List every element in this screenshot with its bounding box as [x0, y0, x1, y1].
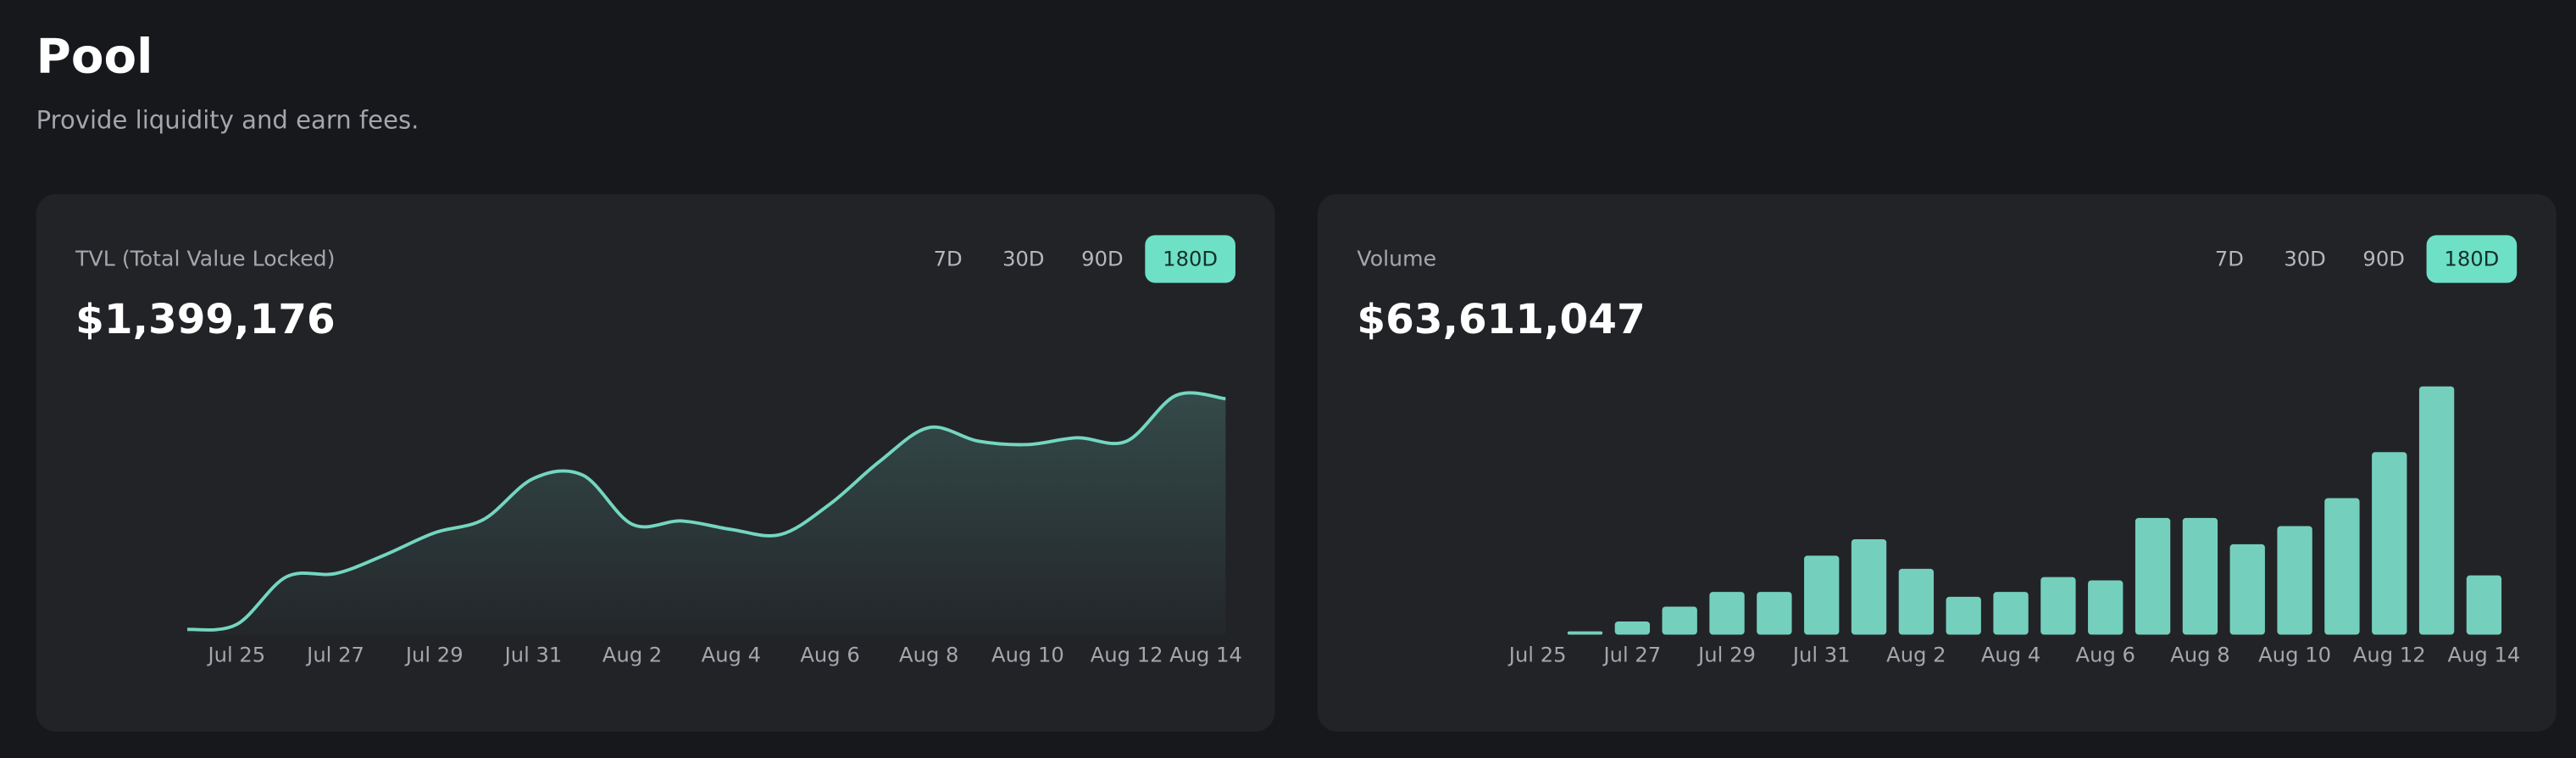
- bar: [2277, 526, 2312, 635]
- card-title: TVL (Total Value Locked): [75, 246, 335, 270]
- bar: [2040, 577, 2076, 635]
- x-tick-label: Aug 4: [1981, 644, 2040, 667]
- page-subtitle: Provide liquidity and earn fees.: [36, 106, 419, 135]
- area-fill: [187, 393, 1226, 635]
- bar: [1804, 555, 1840, 635]
- x-tick-label: Jul 29: [1696, 644, 1756, 667]
- bar: [1662, 606, 1697, 635]
- bar: [1993, 592, 2029, 635]
- x-tick-label: Aug 12: [2353, 644, 2426, 667]
- range-label-active[interactable]: 180D: [1163, 247, 1218, 270]
- line: [186, 391, 1226, 632]
- range-button[interactable]: [2426, 235, 2518, 283]
- x-tick-label: Aug 2: [602, 644, 662, 667]
- x-tick-label: Jul 25: [1507, 644, 1567, 667]
- range-button[interactable]: [1145, 235, 1235, 283]
- card-value: $63,611,047: [1357, 296, 1645, 343]
- bar: [1946, 596, 1981, 635]
- x-tick-label: Aug 6: [800, 644, 859, 667]
- bar: [2229, 543, 2265, 635]
- bar: [2418, 386, 2455, 635]
- range-label[interactable]: 30D: [1002, 247, 1044, 270]
- x-tick-label: Aug 4: [702, 644, 761, 667]
- range-label[interactable]: 90D: [2362, 247, 2404, 270]
- card-value: $1,399,176: [75, 296, 336, 343]
- bar: [1614, 621, 1651, 635]
- x-tick-label: Aug 10: [991, 644, 1064, 667]
- x-tick-label: Aug 8: [2170, 644, 2229, 667]
- page-title: Pool: [36, 30, 153, 85]
- x-tick-label: Aug 14: [1169, 644, 1242, 667]
- x-tick-label: Aug 2: [1886, 644, 1946, 667]
- bar: [2135, 517, 2171, 635]
- x-tick-label: Jul 27: [1602, 644, 1661, 667]
- bar: [1898, 568, 1935, 635]
- card-title: Volume: [1357, 246, 1436, 270]
- bar: [1757, 592, 1792, 635]
- bar: [2324, 498, 2360, 635]
- range-label[interactable]: 90D: [1081, 247, 1123, 270]
- range-label-active[interactable]: 180D: [2444, 247, 2499, 270]
- bar: [2182, 517, 2218, 635]
- x-tick-label: Jul 31: [503, 644, 563, 667]
- x-tick-label: Aug 12: [1091, 644, 1163, 667]
- bar: [1567, 631, 1603, 635]
- bar: [2088, 580, 2124, 635]
- x-tick-label: Aug 8: [899, 644, 958, 667]
- range-label[interactable]: 7D: [934, 247, 963, 270]
- bar: [2466, 575, 2502, 635]
- x-tick-label: Jul 31: [1791, 644, 1851, 667]
- x-tick-label: Aug 10: [2258, 644, 2331, 667]
- x-tick-label: Aug 14: [2448, 644, 2521, 667]
- x-tick-label: Jul 29: [404, 644, 464, 667]
- bar: [1709, 592, 1745, 635]
- range-label[interactable]: 7D: [2215, 247, 2244, 270]
- bar: [2372, 452, 2407, 635]
- x-tick-label: Jul 25: [206, 644, 265, 667]
- x-tick-label: Aug 6: [2076, 644, 2135, 667]
- bar: [1851, 539, 1887, 635]
- range-label[interactable]: 30D: [2284, 247, 2325, 270]
- x-tick-label: Jul 27: [305, 644, 364, 667]
